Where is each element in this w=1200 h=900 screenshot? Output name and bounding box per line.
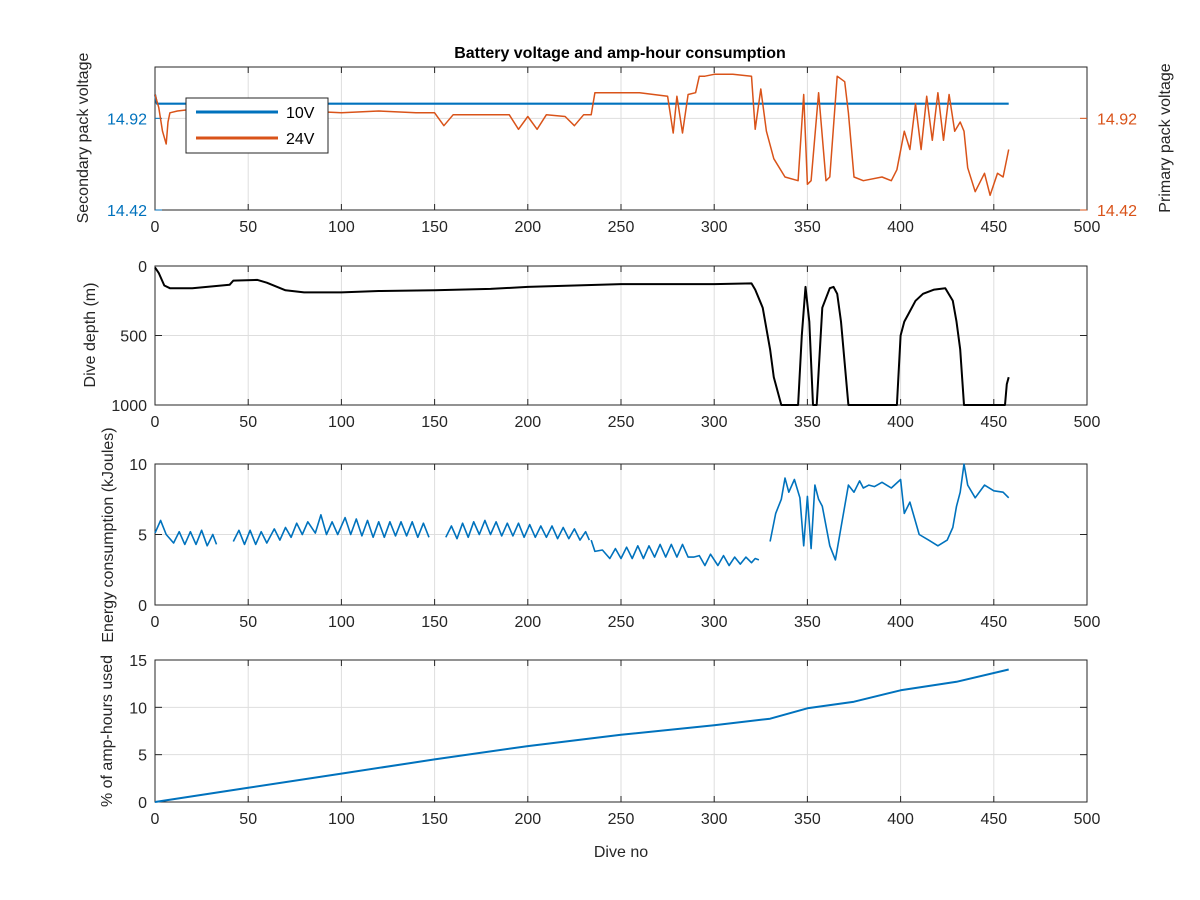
energy-y-ticks: 0 5 10 <box>129 457 1087 615</box>
x-tick-label: 350 <box>794 219 821 236</box>
depth-line <box>154 266 1010 406</box>
x-tick-label: 400 <box>887 811 914 828</box>
energy-subplot: 0 50 100 150 200 250 300 350 400 450 500 0 5 10 Ener… <box>100 427 1100 642</box>
x-tick-label: 50 <box>239 219 257 236</box>
x-tick-label: 250 <box>608 811 635 828</box>
energy-x-ticks: 0 50 100 150 200 250 300 350 400 450 500 <box>151 464 1101 631</box>
legend: 10V 24V <box>185 97 329 154</box>
depth-grid <box>154 265 1088 406</box>
x-tick-label: 300 <box>701 414 728 431</box>
y-tick-label: 10 <box>129 457 147 474</box>
amphours-subplot: 0 50 100 150 200 250 300 350 400 450 500 0 5 10 15 % … <box>99 653 1100 861</box>
x-tick-label: 500 <box>1074 811 1101 828</box>
x-tick-label: 400 <box>887 614 914 631</box>
y-tick-label: 0 <box>138 598 147 615</box>
x-tick-label: 100 <box>328 614 355 631</box>
x-tick-label: 150 <box>421 414 448 431</box>
voltage-right-ticks: 14.42 14.92 <box>1080 111 1137 220</box>
depth-y-ticks: 0 500 1000 <box>111 259 1087 415</box>
voltage-subplot: Battery voltage and amp-hour consumption… <box>75 45 1174 236</box>
y-tick-label: 5 <box>138 748 147 765</box>
energy-line-segment <box>154 519 218 547</box>
x-tick-label: 200 <box>514 414 541 431</box>
x-tick-label: 500 <box>1074 219 1101 236</box>
x-tick-label: 400 <box>887 414 914 431</box>
x-tick-label: 50 <box>239 414 257 431</box>
series-line-24v <box>154 73 1010 197</box>
legend-label-24v: 24V <box>286 131 315 148</box>
x-tick-label: 500 <box>1074 614 1101 631</box>
amphours-y-label: % of amp-hours used <box>99 655 116 807</box>
primary-voltage-label: Primary pack voltage <box>1157 63 1174 212</box>
x-tick-label: 150 <box>421 811 448 828</box>
x-tick-label: 50 <box>239 811 257 828</box>
x-tick-label: 250 <box>608 219 635 236</box>
energy-line-segment <box>445 519 591 541</box>
energy-grid <box>154 463 1088 606</box>
x-tick-label: 0 <box>151 414 160 431</box>
x-tick-label: 100 <box>328 414 355 431</box>
y-tick-label: 14.92 <box>107 111 147 128</box>
depth-series <box>154 266 1010 406</box>
x-tick-label: 350 <box>794 614 821 631</box>
x-tick-label: 200 <box>514 614 541 631</box>
x-tick-label: 100 <box>328 219 355 236</box>
x-tick-label: 350 <box>794 811 821 828</box>
x-tick-label: 300 <box>701 614 728 631</box>
y-tick-label: 10 <box>129 700 147 717</box>
chart-title: Battery voltage and amp-hour consumption <box>454 45 786 62</box>
x-tick-label: 50 <box>239 614 257 631</box>
legend-box <box>185 97 329 154</box>
x-tick-label: 400 <box>887 219 914 236</box>
depth-y-label: Dive depth (m) <box>82 283 99 388</box>
x-tick-label: 500 <box>1074 414 1101 431</box>
energy-line-segment <box>769 463 1010 561</box>
energy-series <box>154 463 1010 567</box>
x-tick-label: 250 <box>608 414 635 431</box>
y-tick-label: 0 <box>138 259 147 276</box>
y-tick-label: 500 <box>120 329 147 346</box>
energy-y-label: Energy consumption (kJoules) <box>100 427 117 642</box>
y-tick-label: 14.42 <box>1097 203 1137 220</box>
y-tick-label: 1000 <box>111 398 147 415</box>
y-tick-label: 5 <box>138 528 147 545</box>
amphours-series <box>154 668 1009 803</box>
x-tick-label: 450 <box>980 811 1007 828</box>
x-tick-label: 200 <box>514 219 541 236</box>
y-tick-label: 0 <box>138 795 147 812</box>
x-tick-label: 0 <box>151 219 160 236</box>
x-axis-label: Dive no <box>594 844 648 861</box>
energy-line-segment <box>590 539 760 567</box>
x-tick-label: 450 <box>980 219 1007 236</box>
x-tick-label: 350 <box>794 414 821 431</box>
x-tick-label: 0 <box>151 811 160 828</box>
depth-subplot: 0 50 100 150 200 250 300 350 400 450 500 05001000 … <box>82 259 1100 431</box>
legend-label-10v: 10V <box>286 105 315 122</box>
x-tick-label: 100 <box>328 811 355 828</box>
x-tick-label: 300 <box>701 811 728 828</box>
y-tick-label: 14.42 <box>107 203 147 220</box>
x-tick-label: 250 <box>608 614 635 631</box>
y-tick-label: 15 <box>129 653 147 670</box>
x-tick-label: 150 <box>421 219 448 236</box>
energy-line-segment <box>232 514 430 546</box>
x-tick-label: 450 <box>980 614 1007 631</box>
depth-x-ticks: 0 50 100 150 200 250 300 350 400 450 500 <box>151 266 1101 431</box>
y-tick-label: 14.92 <box>1097 111 1137 128</box>
secondary-voltage-label: Secondary pack voltage <box>75 53 92 224</box>
x-tick-label: 450 <box>980 414 1007 431</box>
amphours-line <box>154 668 1009 803</box>
voltage-x-ticks: 0 50 100 150 200 250 300 350 400 450 500 <box>151 67 1101 236</box>
voltage-series <box>153 73 1010 197</box>
x-tick-label: 0 <box>151 614 160 631</box>
amphours-y-ticks: 0 5 10 15 <box>129 653 1087 812</box>
voltage-left-ticks: 14.42 14.92 <box>107 111 162 220</box>
x-tick-label: 300 <box>701 219 728 236</box>
amphours-x-ticks: 0 50 100 150 200 250 300 350 400 450 500 <box>151 660 1101 828</box>
x-tick-label: 150 <box>421 614 448 631</box>
x-tick-label: 200 <box>514 811 541 828</box>
